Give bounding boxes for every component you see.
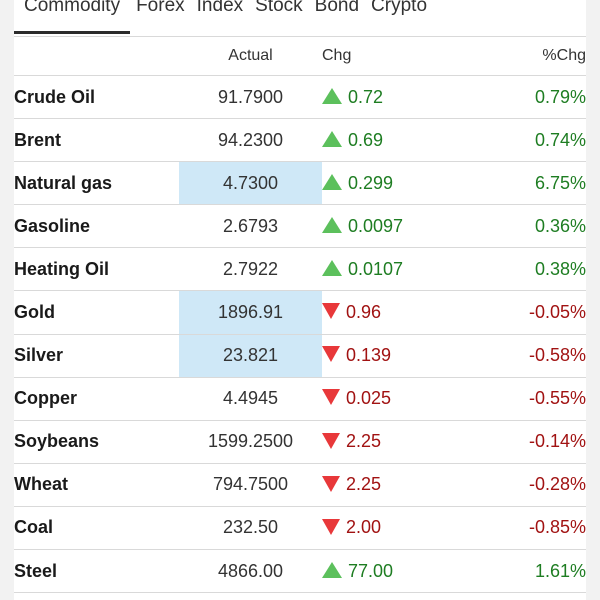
asset-class-tabs: Commodity Forex Index Stock Bond Crypto — [14, 0, 586, 37]
triangle-up-icon — [322, 87, 342, 104]
percent-change-value: -0.85% — [452, 506, 586, 551]
change-cell: 2.00 — [322, 506, 452, 551]
percent-change-value: 1.61% — [452, 549, 586, 594]
table-row[interactable]: Gold 1896.91 0.96 -0.05% — [14, 290, 586, 335]
change-value: 0.025 — [346, 388, 392, 409]
commodity-name: Steel — [14, 549, 179, 594]
table-row[interactable]: Brent 94.2300 0.69 0.74% — [14, 118, 586, 163]
commodity-name: Copper — [14, 377, 179, 421]
commodity-name: Crude Oil — [14, 75, 179, 120]
change-value: 77.00 — [348, 560, 394, 581]
tab-index[interactable]: Index — [196, 0, 244, 16]
tab-crypto[interactable]: Crypto — [371, 0, 428, 16]
actual-value: 23.821 — [179, 334, 322, 378]
change-value: 0.299 — [348, 172, 394, 193]
tab-stock[interactable]: Stock — [255, 0, 303, 16]
actual-value: 4.4945 — [179, 377, 322, 421]
triangle-up-icon — [322, 260, 342, 277]
change-cell: 0.025 — [322, 377, 452, 421]
table-row[interactable]: Soybeans 1599.2500 2.25 -0.14% — [14, 420, 586, 464]
percent-change-value: 0.36% — [452, 204, 586, 249]
actual-value: 4866.00 — [179, 549, 322, 594]
commodity-name: Silver — [14, 334, 179, 378]
triangle-down-icon — [322, 303, 340, 320]
tab-forex[interactable]: Forex — [136, 0, 185, 16]
quotes-body: Crude Oil 91.7900 0.72 0.79% Brent 94.2300 0.6… — [14, 75, 586, 594]
triangle-down-icon — [322, 432, 340, 449]
change-value: 2.25 — [346, 474, 382, 495]
triangle-up-icon — [322, 130, 342, 147]
percent-change-value: -0.58% — [452, 334, 586, 378]
change-value: 0.72 — [348, 86, 384, 107]
triangle-down-icon — [322, 475, 340, 492]
table-row[interactable]: Steel 4866.00 77.00 1.61% — [14, 549, 586, 594]
triangle-down-icon — [322, 518, 340, 535]
commodity-name: Gold — [14, 290, 179, 335]
percent-change-value: 0.79% — [452, 75, 586, 120]
change-cell: 0.96 — [322, 290, 452, 335]
actual-value: 1599.2500 — [179, 420, 322, 464]
change-value: 0.96 — [346, 302, 382, 323]
percent-change-value: 0.38% — [452, 247, 586, 292]
commodity-name: Gasoline — [14, 204, 179, 249]
triangle-up-icon — [322, 561, 342, 578]
table-row[interactable]: Silver 23.821 0.139 -0.58% — [14, 334, 586, 378]
actual-value: 232.50 — [179, 506, 322, 551]
commodity-name: Coal — [14, 506, 179, 551]
percent-change-value: 0.74% — [452, 118, 586, 163]
actual-value: 1896.91 — [179, 290, 322, 335]
change-cell: 0.72 — [322, 75, 452, 120]
change-cell: 0.69 — [322, 118, 452, 163]
change-cell: 2.25 — [322, 463, 452, 507]
percent-change-value: 6.75% — [452, 161, 586, 206]
change-cell: 0.299 — [322, 161, 452, 206]
triangle-down-icon — [322, 389, 340, 406]
actual-value: 94.2300 — [179, 118, 322, 163]
actual-value: 91.7900 — [179, 75, 322, 120]
percent-change-value: -0.28% — [452, 463, 586, 507]
change-value: 0.0097 — [348, 215, 404, 236]
change-value: 0.69 — [348, 129, 384, 150]
header-chg: Chg — [322, 37, 452, 76]
change-cell: 0.0097 — [322, 204, 452, 249]
triangle-up-icon — [322, 217, 342, 234]
tab-bond[interactable]: Bond — [314, 0, 360, 16]
header-actual: Actual — [179, 37, 322, 76]
table-row[interactable]: Crude Oil 91.7900 0.72 0.79% — [14, 75, 586, 120]
header-pct-chg: %Chg — [452, 37, 586, 76]
triangle-down-icon — [322, 346, 340, 363]
actual-value: 2.7922 — [179, 247, 322, 292]
tab-commodity[interactable]: Commodity — [14, 0, 131, 34]
percent-change-value: -0.55% — [452, 377, 586, 421]
table-row[interactable]: Heating Oil 2.7922 0.0107 0.38% — [14, 247, 586, 292]
table-row[interactable]: Natural gas 4.7300 0.299 6.75% — [14, 161, 586, 206]
percent-change-value: -0.05% — [452, 290, 586, 335]
table-row[interactable]: Gasoline 2.6793 0.0097 0.36% — [14, 204, 586, 249]
actual-value: 794.7500 — [179, 463, 322, 507]
change-value: 0.139 — [346, 345, 392, 366]
actual-value: 4.7300 — [179, 161, 322, 206]
table-row[interactable]: Coal 232.50 2.00 -0.85% — [14, 506, 586, 551]
commodity-name: Heating Oil — [14, 247, 179, 292]
commodity-name: Brent — [14, 118, 179, 163]
change-value: 0.0107 — [348, 258, 404, 279]
change-cell: 2.25 — [322, 420, 452, 464]
commodity-quotes-table: Actual Chg %Chg Crude Oil 91.7900 0.72 0.79… — [14, 37, 586, 594]
change-value: 2.25 — [346, 431, 382, 452]
header-name — [14, 37, 179, 76]
commodity-name: Wheat — [14, 463, 179, 507]
triangle-up-icon — [322, 173, 342, 190]
percent-change-value: -0.14% — [452, 420, 586, 464]
commodity-name: Soybeans — [14, 420, 179, 464]
actual-value: 2.6793 — [179, 204, 322, 249]
table-header-row: Actual Chg %Chg — [14, 37, 586, 76]
change-cell: 77.00 — [322, 549, 452, 594]
change-cell: 0.139 — [322, 334, 452, 378]
table-row[interactable]: Copper 4.4945 0.025 -0.55% — [14, 377, 586, 421]
table-row[interactable]: Wheat 794.7500 2.25 -0.28% — [14, 463, 586, 507]
change-cell: 0.0107 — [322, 247, 452, 292]
change-value: 2.00 — [346, 517, 382, 538]
commodity-name: Natural gas — [14, 161, 179, 206]
